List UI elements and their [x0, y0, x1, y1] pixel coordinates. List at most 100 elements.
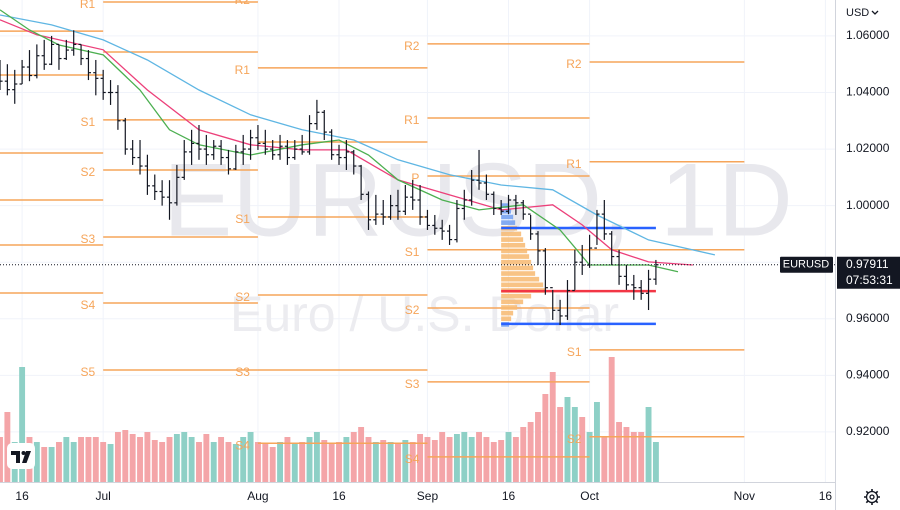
volume-bar	[247, 432, 254, 482]
pivot-label: R1	[404, 113, 420, 127]
volume-bar	[520, 427, 527, 482]
x-tick-label: 16	[502, 489, 516, 503]
gear-hub	[869, 494, 875, 500]
y-tick-label: 1.06000	[846, 28, 890, 42]
profile-row	[501, 310, 514, 316]
x-tick-label: Jul	[96, 489, 111, 503]
volume-bar	[129, 434, 136, 482]
volume-bar	[586, 432, 593, 482]
pivot-label: S2	[80, 165, 95, 179]
settings-icon[interactable]	[864, 489, 880, 505]
watermark-symbol: EURUSD, 1D	[163, 142, 793, 258]
volume-bar	[181, 432, 188, 482]
logo-badge	[7, 443, 35, 469]
volume-bar	[173, 434, 180, 482]
volume-bar	[85, 437, 92, 482]
volume-bar	[0, 437, 3, 482]
volume-bar	[365, 437, 372, 482]
y-tick-label: 0.92000	[846, 424, 890, 438]
volume-bar	[616, 422, 623, 482]
pivot-label: S1	[80, 115, 95, 129]
pivot-label: R2	[566, 57, 582, 71]
volume-bar	[498, 440, 505, 482]
volume-bar	[321, 440, 328, 482]
gear-teeth	[864, 489, 880, 505]
volume-bar	[63, 437, 70, 482]
currency-label[interactable]: USD	[846, 7, 869, 19]
volume-bar	[232, 444, 239, 482]
y-tick-label: 0.94000	[846, 368, 890, 382]
volume-bar	[358, 427, 365, 482]
volume-bar	[299, 442, 306, 482]
profile-row	[501, 299, 524, 305]
profile-row	[501, 293, 532, 299]
moving-average	[0, 9, 679, 273]
pivot-label: S1	[405, 245, 420, 259]
profile-row	[501, 305, 518, 310]
volume-bar	[638, 432, 645, 482]
volume-bar	[645, 407, 652, 482]
volume-bar	[409, 442, 416, 482]
pivot-label: S5	[80, 365, 95, 379]
logo-dot	[21, 451, 26, 455]
volume-bar	[402, 440, 409, 482]
volume-bar	[159, 442, 166, 482]
volume-bar	[630, 432, 637, 482]
x-tick-label: Sep	[417, 489, 439, 503]
profile-row	[501, 220, 516, 225]
volume-bar	[431, 440, 438, 482]
profile-row	[501, 259, 532, 265]
x-tick-label: 16	[819, 489, 833, 503]
volume-bar	[19, 367, 26, 482]
volume-bar	[380, 440, 387, 482]
y-tick-label: 1.02000	[846, 141, 890, 155]
volume-bar	[254, 442, 261, 482]
y-tick-label: 1.00000	[846, 198, 890, 212]
profile-row	[501, 203, 510, 208]
volume-bar	[240, 437, 247, 482]
tv-logo[interactable]	[7, 443, 35, 469]
volume-bar	[446, 437, 453, 482]
currency-caret[interactable]	[871, 10, 879, 15]
volume-bar	[48, 447, 55, 482]
volume-bar	[512, 437, 519, 482]
pivot-label: R2	[404, 39, 420, 53]
volume-bar	[107, 444, 114, 482]
time-axis-panel	[0, 482, 835, 510]
volume-bar	[623, 427, 630, 482]
volume-bar	[608, 357, 615, 482]
pivot-label: R1	[80, 0, 96, 11]
profile-row	[501, 265, 534, 271]
volume-bar	[535, 412, 541, 482]
volume-bar	[225, 442, 232, 482]
volume-bar	[166, 437, 173, 482]
profile-row	[501, 242, 526, 248]
volume-bar	[41, 447, 48, 482]
volume-bar	[549, 372, 556, 482]
volume-bar	[196, 442, 202, 482]
x-tick-label: Nov	[734, 489, 755, 503]
countdown-label: 07:53:31	[846, 273, 893, 287]
volume-bar	[114, 432, 121, 482]
pivot-label: R2	[235, 0, 251, 7]
volume-bar	[372, 442, 379, 482]
volume-bar	[328, 444, 335, 482]
volume-bar	[78, 437, 85, 482]
pivot-label: S2	[235, 290, 250, 304]
x-tick-label: 16	[15, 489, 29, 503]
volume-bar	[291, 444, 298, 482]
profile-row	[501, 214, 514, 220]
volume-bar	[277, 442, 284, 482]
volume-bar	[579, 417, 586, 482]
volume-bar	[100, 442, 107, 482]
volume-bar	[417, 434, 424, 482]
volume-bar	[122, 430, 129, 482]
volume-bar	[594, 402, 600, 482]
volume-bar	[424, 437, 431, 482]
volume-bar	[601, 437, 608, 482]
volume-bar	[144, 432, 151, 482]
volume-bar	[490, 442, 497, 482]
profile-row	[501, 237, 524, 242]
pivot-label: R1	[235, 63, 251, 77]
